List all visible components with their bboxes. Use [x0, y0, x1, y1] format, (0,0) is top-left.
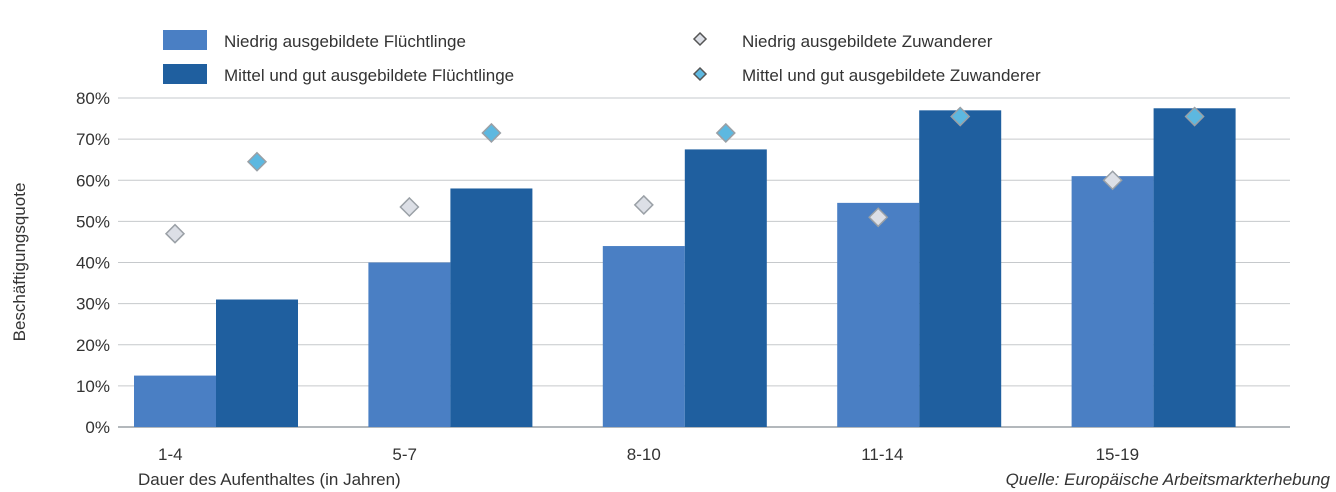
legend-swatch-mittel-gut-fluechtlinge — [163, 64, 207, 84]
y-tick-label: 20% — [76, 336, 110, 355]
y-tick-label: 40% — [76, 254, 110, 273]
legend-swatch-niedrig-fluechtlinge — [163, 30, 207, 50]
source-note: Quelle: Europäische Arbeitsmarkterhebung — [1006, 470, 1331, 489]
marker-mittel-gut-zuwanderer — [481, 122, 502, 144]
marker-niedrig-zuwanderer — [164, 223, 186, 244]
legend: Niedrig ausgebildete Flüchtlinge Mittel … — [163, 30, 1041, 85]
marker-mittel-gut-zuwanderer — [950, 106, 971, 127]
y-axis-label: Beschäftigungsquote — [10, 183, 29, 342]
markers — [164, 106, 1205, 244]
marker-mittel-gut-zuwanderer — [715, 122, 736, 144]
y-tick-label: 0% — [85, 418, 110, 437]
y-tick-label: 60% — [76, 171, 110, 190]
bar-niedrig-fluechtlinge — [837, 202, 920, 427]
legend-marker-mittel-gut-zuwanderer — [692, 66, 708, 82]
marker-mittel-gut-zuwanderer — [246, 151, 268, 172]
legend-label-niedrig-zuwanderer: Niedrig ausgebildete Zuwanderer — [742, 32, 993, 51]
bar-mittel-gut-fluechtlinge — [1153, 108, 1236, 427]
x-tick-label: 15-19 — [1096, 445, 1139, 464]
y-tick-label: 10% — [76, 377, 110, 396]
bar-niedrig-fluechtlinge — [602, 246, 685, 427]
x-tick-label: 5-7 — [392, 445, 417, 464]
bar-niedrig-fluechtlinge — [368, 262, 451, 427]
marker-niedrig-zuwanderer — [868, 207, 889, 228]
y-ticks: 0% 10% 20% 30% 40% 50% 60% 70% 80% — [76, 89, 110, 437]
y-tick-label: 50% — [76, 212, 110, 231]
marker-niedrig-zuwanderer — [1102, 170, 1123, 191]
bars — [134, 108, 1236, 428]
legend-label-mittel-gut-fluechtlinge: Mittel und gut ausgebildete Flüchtlinge — [224, 66, 514, 85]
bar-mittel-gut-fluechtlinge — [919, 110, 1002, 428]
bar-mittel-gut-fluechtlinge — [684, 149, 767, 427]
y-tick-label: 30% — [76, 295, 110, 314]
x-tick-label: 1-4 — [158, 445, 183, 464]
x-tick-label: 8-10 — [627, 445, 661, 464]
bar-mittel-gut-fluechtlinge — [450, 188, 533, 427]
marker-mittel-gut-zuwanderer — [1184, 106, 1205, 127]
y-tick-label: 70% — [76, 130, 110, 149]
legend-marker-niedrig-zuwanderer — [692, 31, 708, 47]
bar-niedrig-fluechtlinge — [1071, 176, 1154, 427]
bar-niedrig-fluechtlinge — [134, 375, 216, 427]
marker-niedrig-zuwanderer — [633, 194, 654, 215]
marker-niedrig-zuwanderer — [399, 196, 420, 218]
bar-mittel-gut-fluechtlinge — [216, 299, 298, 427]
x-ticks: 1-4 5-7 8-10 11-14 15-19 — [158, 445, 1139, 464]
y-tick-label: 80% — [76, 89, 110, 108]
x-tick-label: 11-14 — [861, 445, 903, 464]
x-axis-label: Dauer des Aufenthaltes (in Jahren) — [138, 470, 401, 489]
legend-label-mittel-gut-zuwanderer: Mittel und gut ausgebildete Zuwanderer — [742, 66, 1041, 85]
legend-label-niedrig-fluechtlinge: Niedrig ausgebildete Flüchtlinge — [224, 32, 466, 51]
